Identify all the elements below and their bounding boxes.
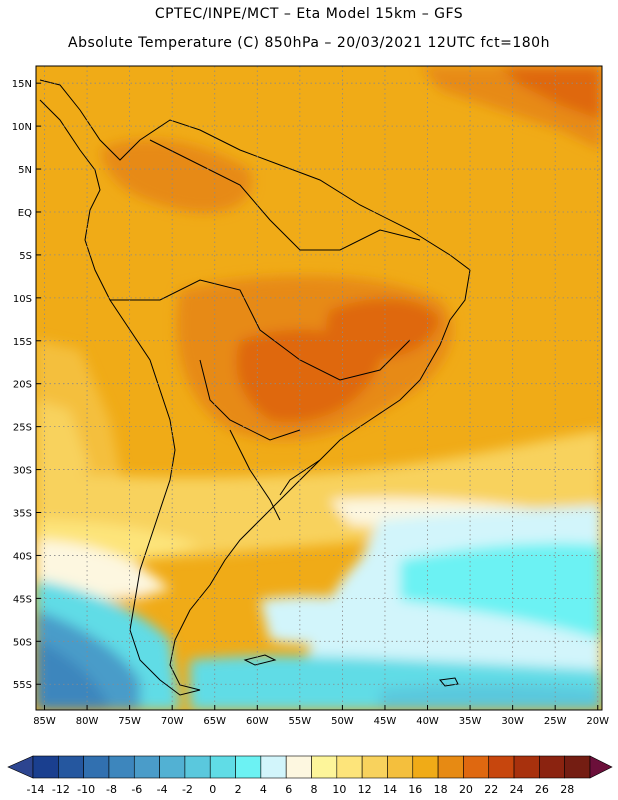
colorbar-swatch	[260, 755, 287, 779]
colorbar-swatch	[133, 755, 160, 779]
graticule	[36, 66, 602, 710]
colorbar-swatch	[83, 755, 110, 779]
lat-tick-label: 20S	[13, 380, 32, 391]
lat-tick-label: 40S	[13, 551, 32, 562]
colorbar-swatch	[209, 755, 236, 779]
colorbar-swatch	[336, 755, 363, 779]
colorbar-swatch	[564, 755, 591, 779]
colorbar-label: 10	[332, 783, 346, 796]
colorbar-label: 22	[484, 783, 498, 796]
colorbar-swatch	[311, 755, 338, 779]
lon-tick-label: 35W	[459, 716, 482, 727]
lat-tick-label: 15S	[13, 337, 32, 348]
colorbar-swatch	[361, 755, 388, 779]
map-frame	[35, 65, 603, 711]
lat-tick-label: 30S	[13, 466, 32, 477]
longitude-labels: 85W 80W 75W 70W 65W 60W 55W 50W 45W 40W 35W 30W 25W 2…	[33, 705, 609, 727]
colorbar-label: 8	[311, 783, 318, 796]
temperature-field	[36, 66, 602, 710]
lon-tick-label: 50W	[331, 716, 354, 727]
colorbar-label: 12	[358, 783, 372, 796]
colorbar-label: 6	[285, 783, 292, 796]
colorbar-swatch	[488, 755, 515, 779]
colorbar-label: 28	[560, 783, 574, 796]
colorbar-label: 26	[535, 783, 549, 796]
lat-tick-label: 10S	[13, 294, 32, 305]
colorbar-label: 20	[459, 783, 473, 796]
colorbar-swatch	[412, 755, 439, 779]
colorbar-label: 24	[510, 783, 524, 796]
lon-tick-label: 80W	[76, 716, 99, 727]
colorbar-label: -4	[157, 783, 168, 796]
colorbar-label: -12	[52, 783, 70, 796]
lat-tick-label: 5S	[19, 251, 32, 262]
map-title-line2: Absolute Temperature (C) 850hPa – 20/03/…	[68, 35, 550, 51]
lat-tick-label: 45S	[13, 594, 32, 605]
colorbar-swatch	[184, 755, 211, 779]
colorbar-label: -8	[106, 783, 117, 796]
lon-tick-label: 70W	[161, 716, 184, 727]
colorbar-swatch	[58, 755, 84, 779]
lat-tick-label: 35S	[13, 509, 32, 520]
lon-tick-label: 40W	[416, 716, 439, 727]
lon-tick-label: 20W	[586, 716, 609, 727]
lon-tick-label: 60W	[246, 716, 269, 727]
lat-tick-label: 10N	[12, 122, 32, 133]
lon-tick-label: 65W	[203, 716, 226, 727]
colorbar-swatch	[32, 755, 59, 779]
coastlines	[39, 79, 471, 696]
colorbar-label: -6	[131, 783, 142, 796]
colorbar-swatch	[235, 755, 262, 779]
colorbar-label: -14	[27, 783, 45, 796]
colorbar-swatch	[513, 755, 540, 779]
colorbar-swatch	[437, 755, 464, 779]
lat-tick-label: 55S	[13, 680, 32, 691]
colorbar-label: -2	[182, 783, 193, 796]
colorbar-label: 16	[408, 783, 422, 796]
lat-tick-label: 25S	[13, 423, 32, 434]
colorbar-under-triangle	[7, 755, 34, 779]
colorbar-swatch	[539, 755, 565, 779]
latitude-labels: 15N 10N 5N EQ 5S 10S 15S 20S 25S 30S 35S 40S 45S 50S 5…	[12, 79, 41, 691]
colorbar-swatch	[108, 755, 135, 779]
lat-tick-label: 15N	[12, 79, 32, 90]
lat-tick-label: EQ	[18, 208, 32, 219]
lon-tick-label: 85W	[33, 716, 56, 727]
lat-tick-label: 50S	[13, 637, 32, 648]
colorbar-label: 14	[383, 783, 397, 796]
lat-tick-label: 5N	[18, 165, 32, 176]
lon-tick-label: 75W	[118, 716, 141, 727]
colorbar-swatch	[285, 755, 312, 779]
lon-tick-label: 45W	[374, 716, 397, 727]
colorbar-swatch	[387, 755, 414, 779]
lon-tick-label: 30W	[501, 716, 524, 727]
colorbar-swatch	[463, 755, 490, 779]
map-title-line1: CPTEC/INPE/MCT – Eta Model 15km – GFS	[154, 6, 464, 22]
colorbar-label: -10	[77, 783, 95, 796]
colorbar-swatch	[159, 755, 186, 779]
lon-tick-label: 25W	[544, 716, 567, 727]
colorbar-over-triangle	[589, 755, 613, 779]
colorbar-label: 2	[235, 783, 242, 796]
colorbar-label: 18	[434, 783, 448, 796]
lon-tick-label: 55W	[289, 716, 312, 727]
colorbar-label: 4	[260, 783, 267, 796]
colorbar-label: 0	[209, 783, 216, 796]
